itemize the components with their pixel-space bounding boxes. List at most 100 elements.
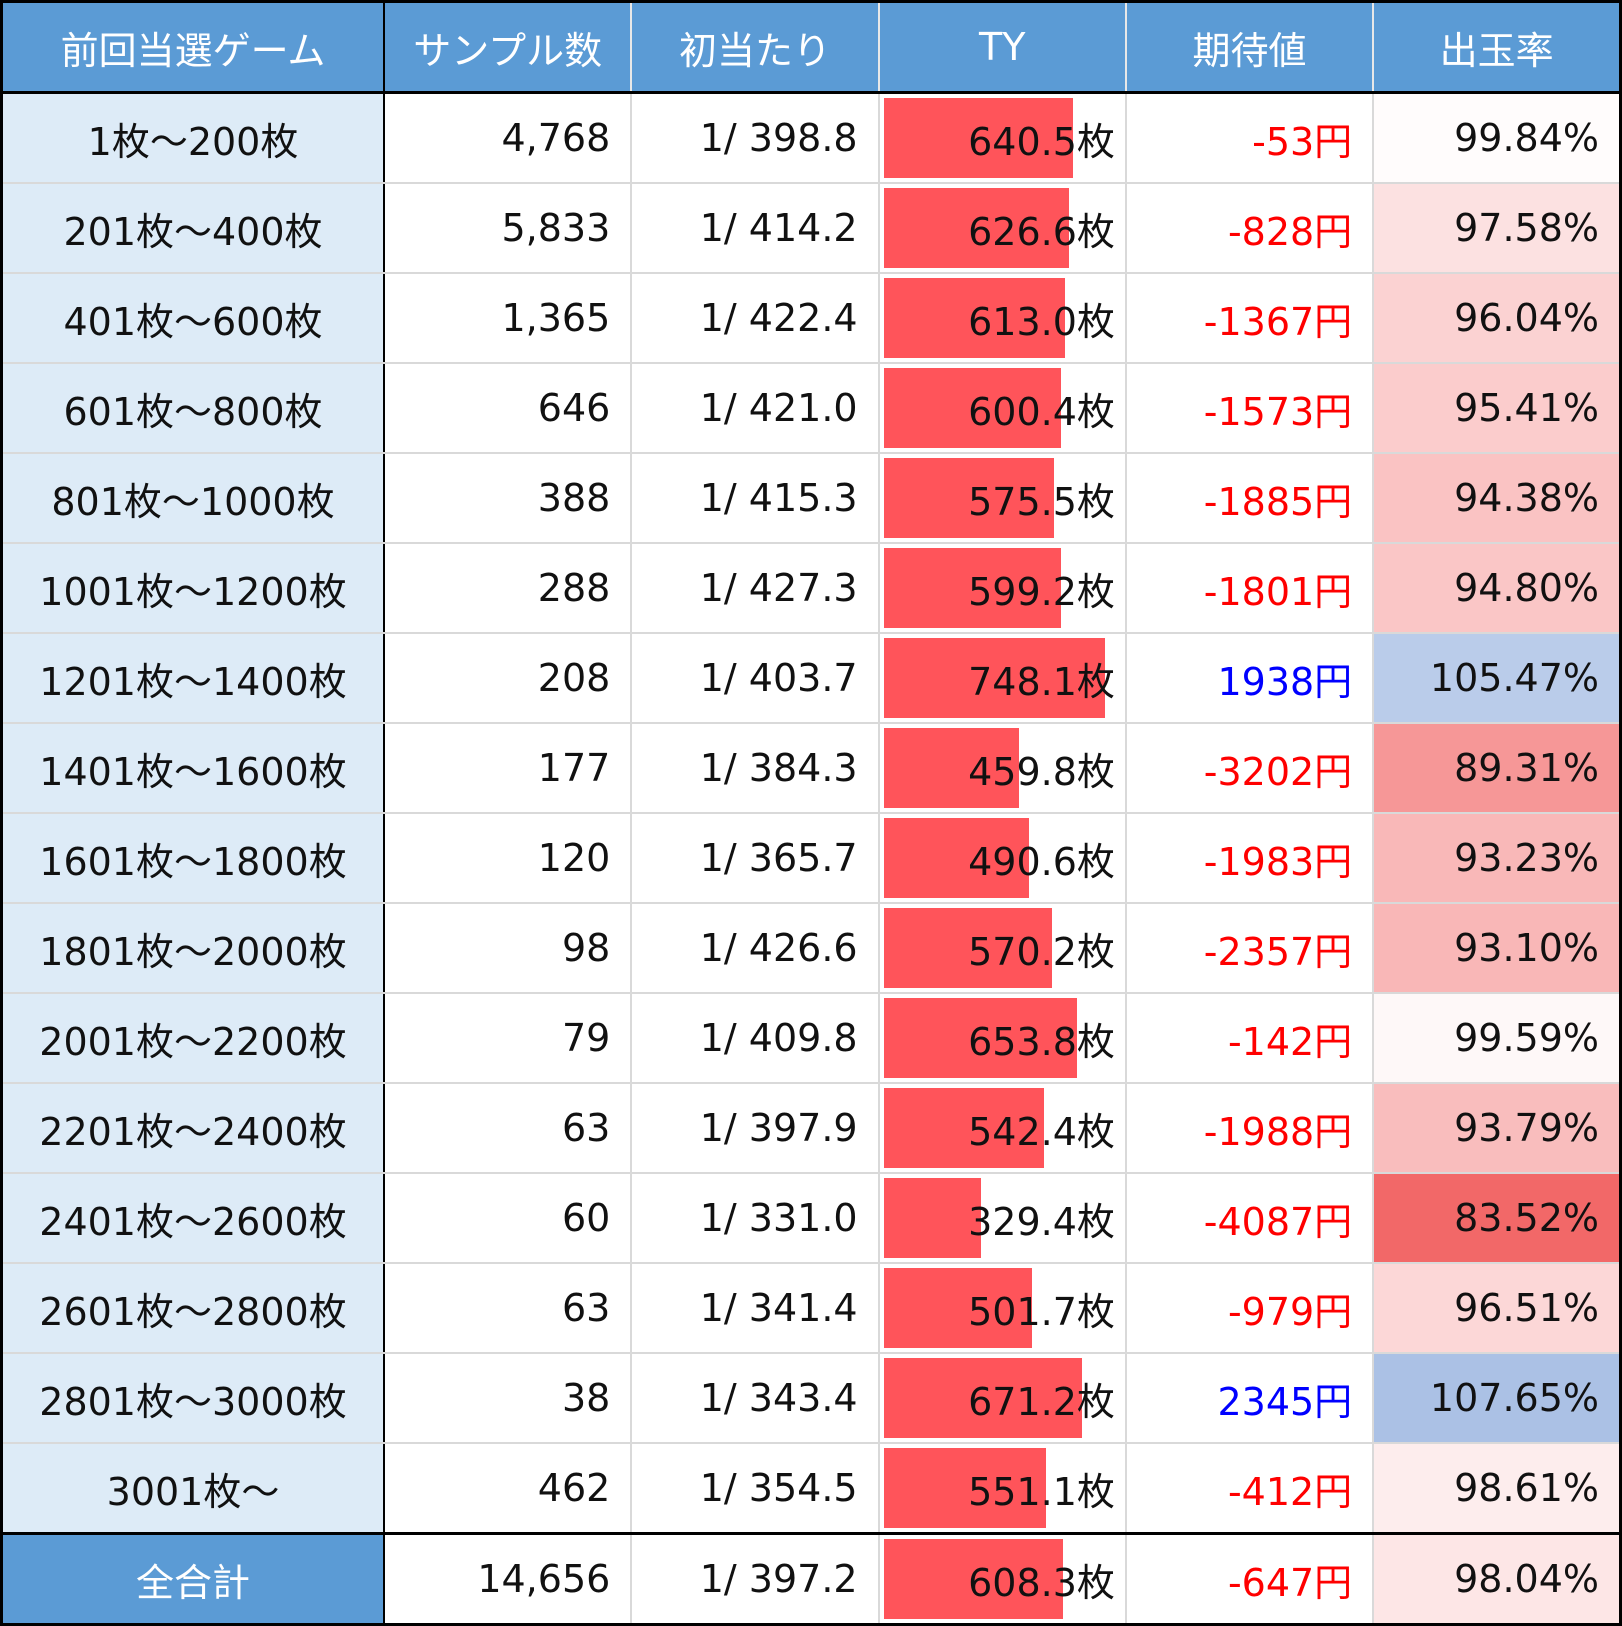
- rate-cell: 95.41%: [1372, 362, 1622, 454]
- ty-bar: [883, 638, 1105, 718]
- rate-cell: 99.84%: [1372, 91, 1622, 184]
- rate-cell: 93.79%: [1372, 1082, 1622, 1174]
- ty-label: 501.7枚: [968, 1289, 1115, 1334]
- rate-cell: 94.38%: [1372, 452, 1622, 544]
- column-header[interactable]: 前回当選ゲーム: [0, 0, 385, 94]
- ty-bar: [883, 1358, 1082, 1438]
- rate-cell: 89.31%: [1372, 722, 1622, 814]
- range-cell: 1201枚～1400枚: [0, 632, 385, 724]
- ty-label: 613.0枚: [968, 299, 1115, 344]
- ty-cell: 570.2枚: [877, 902, 1127, 994]
- table-row: 3001枚～ 462 1/ 354.5 551.1枚 -412円 98.61%: [0, 1442, 1622, 1535]
- rate-cell: 97.58%: [1372, 182, 1622, 274]
- table-row: 2401枚～2600枚 60 1/ 331.0 329.4枚 -4087円 83.52%: [0, 1172, 1622, 1264]
- samples-cell: 288: [382, 542, 633, 634]
- total-row: 全合計 14,656 1/ 397.2 608.3枚 -647円 98.04%: [0, 1532, 1622, 1626]
- samples-cell: 462: [382, 1442, 633, 1535]
- ty-cell: 329.4枚: [877, 1172, 1127, 1264]
- ty-bar: [883, 1268, 1032, 1348]
- samples-cell: 60: [382, 1172, 633, 1264]
- first-hit-cell: 1/ 397.9: [630, 1082, 880, 1174]
- range-cell: 401枚～600枚: [0, 272, 385, 364]
- table-row: 1001枚～1200枚 288 1/ 427.3 599.2枚 -1801円 94.80%: [0, 542, 1622, 634]
- rate-cell: 98.04%: [1372, 1532, 1622, 1626]
- first-hit-cell: 1/ 331.0: [630, 1172, 880, 1264]
- ty-cell: 575.5枚: [877, 452, 1127, 544]
- range-cell: 2001枚～2200枚: [0, 992, 385, 1084]
- range-cell: 1枚～200枚: [0, 91, 385, 184]
- rate-cell: 93.10%: [1372, 902, 1622, 994]
- ty-cell: 640.5枚: [877, 91, 1127, 184]
- rate-cell: 98.61%: [1372, 1442, 1622, 1535]
- ty-bar: [883, 368, 1062, 448]
- column-header[interactable]: 期待値: [1124, 0, 1375, 94]
- rate-cell: 94.80%: [1372, 542, 1622, 634]
- column-header[interactable]: TY: [877, 0, 1127, 94]
- ev-cell: -412円: [1124, 1442, 1375, 1535]
- ty-cell: 748.1枚: [877, 632, 1127, 724]
- range-cell: 2401枚～2600枚: [0, 1172, 385, 1264]
- range-cell: 2601枚～2800枚: [0, 1262, 385, 1354]
- ty-label: 575.5枚: [968, 479, 1115, 524]
- column-header[interactable]: 出玉率: [1372, 0, 1622, 94]
- table-row: 1枚～200枚 4,768 1/ 398.8 640.5枚 -53円 99.84%: [0, 91, 1622, 184]
- header-row: 前回当選ゲーム サンプル数 初当たり TY 期待値 出玉率: [0, 0, 1622, 94]
- table-row: 401枚～600枚 1,365 1/ 422.4 613.0枚 -1367円 96.04%: [0, 272, 1622, 364]
- samples-cell: 63: [382, 1262, 633, 1354]
- ty-cell: 490.6枚: [877, 812, 1127, 904]
- samples-cell: 63: [382, 1082, 633, 1174]
- ty-bar: [883, 1448, 1047, 1528]
- range-cell: 2801枚～3000枚: [0, 1352, 385, 1444]
- ty-cell: 653.8枚: [877, 992, 1127, 1084]
- column-header[interactable]: サンプル数: [382, 0, 633, 94]
- ev-cell: -1885円: [1124, 452, 1375, 544]
- first-hit-cell: 1/ 397.2: [630, 1532, 880, 1626]
- first-hit-cell: 1/ 409.8: [630, 992, 880, 1084]
- rate-cell: 96.04%: [1372, 272, 1622, 364]
- samples-cell: 1,365: [382, 272, 633, 364]
- range-cell: 801枚～1000枚: [0, 452, 385, 544]
- first-hit-cell: 1/ 341.4: [630, 1262, 880, 1354]
- first-hit-cell: 1/ 384.3: [630, 722, 880, 814]
- samples-cell: 177: [382, 722, 633, 814]
- ty-cell: 626.6枚: [877, 182, 1127, 274]
- first-hit-cell: 1/ 427.3: [630, 542, 880, 634]
- table-row: 2001枚～2200枚 79 1/ 409.8 653.8枚 -142円 99.59%: [0, 992, 1622, 1084]
- samples-cell: 5,833: [382, 182, 633, 274]
- table-row: 1401枚～1600枚 177 1/ 384.3 459.8枚 -3202円 89.31%: [0, 722, 1622, 814]
- ty-bar: [883, 1539, 1064, 1619]
- ty-cell: 551.1枚: [877, 1442, 1127, 1535]
- rate-cell: 107.65%: [1372, 1352, 1622, 1444]
- table-row: 2201枚～2400枚 63 1/ 397.9 542.4枚 -1988円 93.79%: [0, 1082, 1622, 1174]
- range-cell: 2201枚～2400枚: [0, 1082, 385, 1174]
- ev-cell: -2357円: [1124, 902, 1375, 994]
- samples-cell: 98: [382, 902, 633, 994]
- ty-label: 551.1枚: [968, 1469, 1115, 1514]
- rate-cell: 96.51%: [1372, 1262, 1622, 1354]
- ev-cell: -828円: [1124, 182, 1375, 274]
- ty-label: 748.1枚: [968, 659, 1115, 704]
- ty-label: 600.4枚: [968, 389, 1115, 434]
- range-cell: 1601枚～1800枚: [0, 812, 385, 904]
- first-hit-cell: 1/ 365.7: [630, 812, 880, 904]
- table-row: 801枚～1000枚 388 1/ 415.3 575.5枚 -1885円 94.38%: [0, 452, 1622, 544]
- ty-bar: [883, 728, 1020, 808]
- ty-cell: 600.4枚: [877, 362, 1127, 454]
- table-row: 601枚～800枚 646 1/ 421.0 600.4枚 -1573円 95.41%: [0, 362, 1622, 454]
- rate-cell: 105.47%: [1372, 632, 1622, 724]
- ty-label: 671.2枚: [968, 1379, 1115, 1424]
- ty-bar: [883, 908, 1053, 988]
- ev-cell: -4087円: [1124, 1172, 1375, 1264]
- range-cell: 全合計: [0, 1532, 385, 1626]
- ty-bar: [883, 188, 1069, 268]
- ev-cell: -979円: [1124, 1262, 1375, 1354]
- first-hit-cell: 1/ 343.4: [630, 1352, 880, 1444]
- table-row: 2601枚～2800枚 63 1/ 341.4 501.7枚 -979円 96.51%: [0, 1262, 1622, 1354]
- ev-cell: -1983円: [1124, 812, 1375, 904]
- column-header[interactable]: 初当たり: [630, 0, 880, 94]
- ty-label: 329.4枚: [968, 1199, 1115, 1244]
- samples-cell: 646: [382, 362, 633, 454]
- ev-cell: 2345円: [1124, 1352, 1375, 1444]
- ev-cell: -1573円: [1124, 362, 1375, 454]
- first-hit-cell: 1/ 403.7: [630, 632, 880, 724]
